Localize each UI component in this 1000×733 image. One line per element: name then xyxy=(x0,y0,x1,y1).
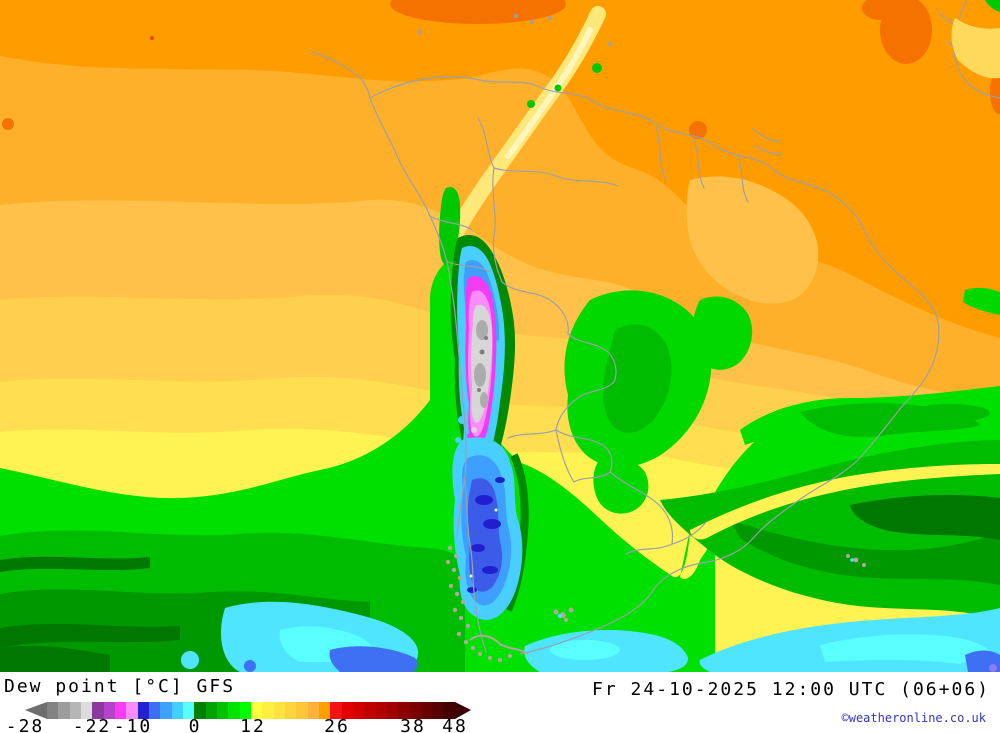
colorbar-cell xyxy=(296,702,308,719)
colorbar-cell xyxy=(47,702,59,719)
colorbar-cell xyxy=(318,702,331,719)
region-hot-orange-blobs xyxy=(2,0,1000,139)
colorbar-cell xyxy=(80,702,93,719)
andes-gray-dark-specks xyxy=(477,336,488,392)
colorbar-cell xyxy=(262,702,274,719)
region-east-green-dark-cores xyxy=(800,403,990,437)
colorbar-tick: 12 xyxy=(240,716,266,733)
dew-point-map xyxy=(0,0,1000,672)
colorbar-cell xyxy=(148,702,161,719)
colorbar-cell xyxy=(375,702,387,719)
region-ne-brazil-pale xyxy=(686,176,819,304)
copyright-link[interactable]: ©weatheronline.co.uk xyxy=(841,711,987,725)
caribbean-island-dots xyxy=(418,14,612,46)
africa-yellow-patch xyxy=(951,18,1000,79)
patagonia-royal xyxy=(467,478,503,592)
region-green-dark-right xyxy=(730,520,1000,585)
colorbar-cell xyxy=(398,702,410,719)
footer: Dew point [°C] GFS Fr 24-10-2025 12:00 U… xyxy=(0,672,1000,733)
colorbar-cells xyxy=(47,702,455,719)
colorbar-tick: -28 xyxy=(5,716,45,733)
colorbar-cell xyxy=(194,702,206,719)
colorbar-arrow-left xyxy=(25,702,47,719)
colorbar-cell xyxy=(341,702,353,719)
colorbar-arrow-right xyxy=(455,702,471,719)
colorbar-cell xyxy=(114,702,127,719)
colorbar-cell xyxy=(228,702,240,719)
colorbar-cell xyxy=(126,702,138,719)
south-ocean-blue-streams xyxy=(244,646,1000,672)
colorbar-cell xyxy=(284,702,297,719)
product-label: Dew point [°C] GFS xyxy=(4,676,236,697)
fjord-coast-speckles xyxy=(445,545,866,663)
region-green-deep-streaks xyxy=(0,556,180,672)
colorbar-tick: 0 xyxy=(188,716,202,733)
island-cyan-dots xyxy=(558,558,854,618)
colorbar-cell xyxy=(171,702,183,719)
colorbar-cell xyxy=(92,702,104,719)
colorbar-tick: 48 xyxy=(442,716,468,733)
south-ocean-cyan-bright xyxy=(279,626,990,664)
colorbar-cell xyxy=(103,702,115,719)
colorbar-cell xyxy=(182,702,195,719)
colorbar-cell xyxy=(216,702,229,719)
colorbar-tick: 26 xyxy=(324,716,350,733)
country-borders xyxy=(311,0,1000,655)
andes-north-green-dots xyxy=(439,63,602,266)
region-tropical-deep-orange xyxy=(0,0,1000,338)
colorbar-cell xyxy=(432,702,444,719)
colorbar-cell xyxy=(160,702,172,719)
patagonia-navy-spots xyxy=(467,477,505,593)
colorbar-cell xyxy=(352,702,365,719)
colorbar-legend: -28 -22 -10 0 12 26 38 48 xyxy=(0,702,520,733)
colorbar-cell xyxy=(239,702,251,719)
ribbon-yellow-top xyxy=(690,464,1000,540)
colorbar-cell xyxy=(69,702,81,719)
colorbar-tick: 38 xyxy=(400,716,426,733)
colorbar-cell xyxy=(58,702,70,719)
colorbar-cell xyxy=(386,702,399,719)
colorbar-cell xyxy=(273,702,285,719)
colorbar-tick: -22 xyxy=(72,716,112,733)
colorbar-cell xyxy=(420,702,433,719)
violet-corner-spot xyxy=(989,664,997,672)
tierra-del-fuego-coast xyxy=(469,634,529,655)
colorbar-cell xyxy=(307,702,319,719)
region-green-deep-right xyxy=(850,494,1000,540)
colorbar-cell xyxy=(364,702,376,719)
colorbar-cell xyxy=(443,702,455,719)
region-brazil-green-core xyxy=(603,324,672,433)
andes-gray-mid xyxy=(474,320,488,408)
africa-green-corner xyxy=(985,0,1000,12)
colorbar-cell xyxy=(330,702,342,719)
colorbar-cell xyxy=(137,702,149,719)
patagonia-white-specks xyxy=(469,508,498,578)
andes-north-strip-core xyxy=(505,27,593,159)
datetime-label: Fr 24-10-2025 12:00 UTC (06+06) xyxy=(592,679,990,700)
colorbar-cell xyxy=(205,702,217,719)
colorbar-cell xyxy=(250,702,263,719)
colorbar-tick: -10 xyxy=(113,716,153,733)
colorbar-cell xyxy=(409,702,421,719)
